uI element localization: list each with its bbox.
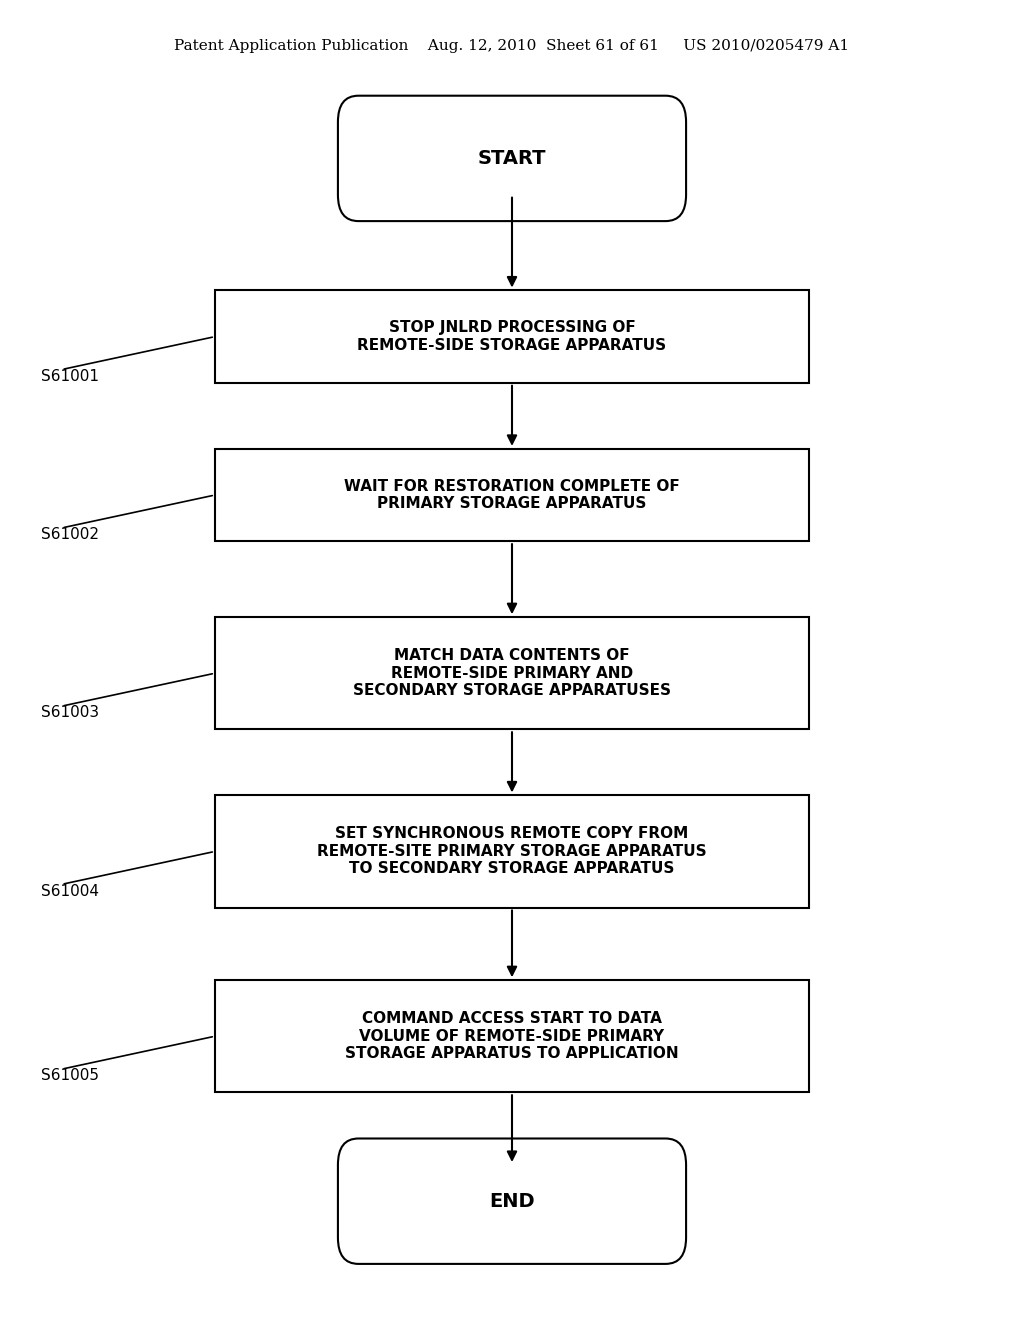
Text: END: END (489, 1192, 535, 1210)
Text: MATCH DATA CONTENTS OF
REMOTE-SIDE PRIMARY AND
SECONDARY STORAGE APPARATUSES: MATCH DATA CONTENTS OF REMOTE-SIDE PRIMA… (353, 648, 671, 698)
Text: FIG.61: FIG.61 (439, 120, 585, 157)
Text: S61001: S61001 (41, 368, 99, 384)
FancyBboxPatch shape (338, 1138, 686, 1265)
Text: WAIT FOR RESTORATION COMPLETE OF
PRIMARY STORAGE APPARATUS: WAIT FOR RESTORATION COMPLETE OF PRIMARY… (344, 479, 680, 511)
Bar (215, 618, 809, 729)
Bar (215, 290, 809, 383)
Text: Patent Application Publication    Aug. 12, 2010  Sheet 61 of 61     US 2010/0205: Patent Application Publication Aug. 12, … (174, 40, 850, 53)
Bar (215, 795, 809, 908)
Text: STOP JNLRD PROCESSING OF
REMOTE-SIDE STORAGE APPARATUS: STOP JNLRD PROCESSING OF REMOTE-SIDE STO… (357, 321, 667, 352)
Text: COMMAND ACCESS START TO DATA
VOLUME OF REMOTE-SIDE PRIMARY
STORAGE APPARATUS TO : COMMAND ACCESS START TO DATA VOLUME OF R… (345, 1011, 679, 1061)
Bar (215, 979, 809, 1093)
Text: S61005: S61005 (41, 1068, 99, 1084)
Text: S61003: S61003 (41, 705, 99, 721)
Text: START: START (478, 149, 546, 168)
FancyBboxPatch shape (338, 96, 686, 220)
Text: SET SYNCHRONOUS REMOTE COPY FROM
REMOTE-SITE PRIMARY STORAGE APPARATUS
TO SECOND: SET SYNCHRONOUS REMOTE COPY FROM REMOTE-… (317, 826, 707, 876)
Text: S61004: S61004 (41, 883, 99, 899)
Bar (215, 449, 809, 541)
Text: S61002: S61002 (41, 527, 99, 543)
